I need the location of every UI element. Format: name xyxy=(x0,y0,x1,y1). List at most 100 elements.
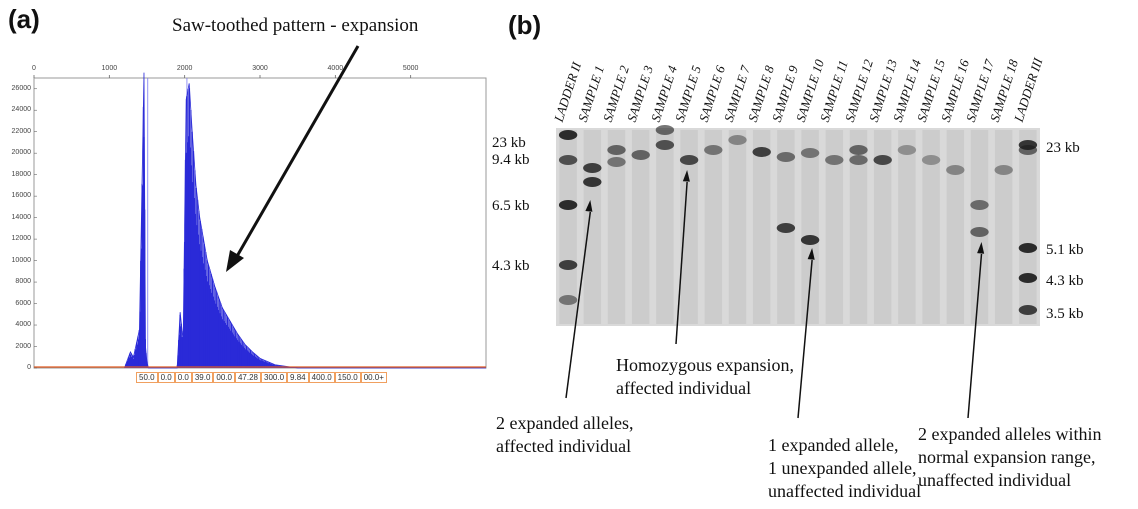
gel-band xyxy=(704,145,723,155)
gel-band xyxy=(849,145,868,155)
gel-lane xyxy=(873,130,892,324)
gel-band xyxy=(583,163,602,173)
gel-band xyxy=(655,140,675,150)
annotation-arrow xyxy=(675,181,688,345)
gel-lane xyxy=(1019,130,1037,324)
peak-label: 00.0+ xyxy=(360,372,387,383)
gel-lane xyxy=(656,130,674,324)
gel-band xyxy=(849,155,868,165)
peak-label: 400.0 xyxy=(308,372,335,383)
panel-a-letter: (a) xyxy=(8,4,40,34)
arrow-head xyxy=(585,200,593,212)
gel-lane xyxy=(825,130,844,324)
arrow-head xyxy=(226,250,244,272)
gel-band xyxy=(631,150,650,160)
gel-band xyxy=(1018,145,1038,155)
y-tick-label: 18000 xyxy=(11,170,31,178)
saw-tooth-annotation: Saw-toothed pattern - expansion xyxy=(172,15,419,36)
gel-band xyxy=(873,155,892,165)
peak-label: 50.0 xyxy=(136,372,158,383)
kb-right-23: 23 kb xyxy=(1046,140,1080,156)
annotation-arrow xyxy=(565,211,592,399)
y-tick-label: 26000 xyxy=(11,84,31,92)
y-tick-label: 12000 xyxy=(11,235,31,243)
y-tick-label: 10000 xyxy=(11,256,31,264)
gel-band xyxy=(800,148,820,158)
peak-label: 39.0 xyxy=(191,372,214,383)
gel-band xyxy=(825,155,844,165)
arrow-head xyxy=(682,170,690,182)
gel-lane xyxy=(728,130,747,324)
gel-lane xyxy=(994,130,1013,324)
gel-band xyxy=(776,152,796,162)
gel-band xyxy=(994,165,1013,175)
gel-band xyxy=(607,145,626,155)
y-tick-label: 8000 xyxy=(15,278,31,286)
y-tick-label: 4000 xyxy=(15,321,31,329)
gel-lane xyxy=(801,130,819,324)
gel-band xyxy=(558,155,578,165)
gel-band xyxy=(1018,305,1038,315)
peak-label: 300.0 xyxy=(261,372,288,383)
gel-lane xyxy=(559,130,577,324)
peak-label: 0.0 xyxy=(174,372,192,383)
kb-left-6-5: 6.5 kb xyxy=(492,198,530,214)
gel-band xyxy=(655,125,675,135)
gel-band xyxy=(946,165,965,175)
gel-band xyxy=(1018,273,1038,283)
panel-b-letter: (b) xyxy=(508,10,542,40)
x-tick-label: 5000 xyxy=(402,65,419,72)
chart-frame xyxy=(33,77,487,369)
gel-band xyxy=(558,200,578,210)
gel-band xyxy=(776,223,796,233)
peak-label: 150.0 xyxy=(334,372,361,383)
peak-label: 0.0 xyxy=(157,372,175,383)
gel-lane xyxy=(583,130,602,324)
annotation-normal-range-unaffected: 2 expanded alleles within normal expansi… xyxy=(918,424,1102,490)
gel-lane xyxy=(752,130,771,324)
annotation-arrow xyxy=(967,253,983,419)
kb-left-4-3: 4.3 kb xyxy=(492,258,530,274)
y-tick-label: 14000 xyxy=(11,213,31,221)
trace-envelope xyxy=(124,72,486,369)
x-tick-label: 1000 xyxy=(101,65,118,72)
gel-band xyxy=(607,157,626,167)
gel-band xyxy=(558,130,578,140)
gel-lane xyxy=(607,130,626,324)
gel-lane xyxy=(922,130,940,324)
peak-label: 47.28 xyxy=(234,372,262,383)
kb-right-3-5: 3.5 kb xyxy=(1046,306,1084,322)
gel-lane xyxy=(631,130,650,324)
gel-background xyxy=(556,128,1040,326)
x-tick-label: 2000 xyxy=(176,65,193,72)
gel-lane xyxy=(898,130,916,324)
gel-lane xyxy=(946,130,965,324)
peak-label: 00.0 xyxy=(213,372,235,383)
trace-series xyxy=(124,88,298,368)
gel-band xyxy=(679,155,699,165)
gel-lane xyxy=(849,130,868,324)
gel-band xyxy=(800,235,820,245)
kb-left-23: 23 kb xyxy=(492,135,526,151)
y-tick-label: 24000 xyxy=(11,106,31,114)
y-tick-label: 20000 xyxy=(11,149,31,157)
peak-label: 9.84 xyxy=(287,372,309,383)
gel-band xyxy=(558,295,578,305)
kb-right-4-3: 4.3 kb xyxy=(1046,273,1084,289)
y-tick-label: 16000 xyxy=(11,192,31,200)
gel-band xyxy=(558,260,578,270)
annotation-one-expanded-unaffected: 1 expanded allele, 1 unexpanded allele, … xyxy=(768,435,922,501)
gel-band xyxy=(970,227,989,237)
y-tick-label: 22000 xyxy=(11,127,31,135)
gel-band xyxy=(728,135,747,145)
gel-band xyxy=(1018,243,1038,253)
annotation-arrow xyxy=(234,45,360,259)
y-tick-label: 0 xyxy=(27,364,31,371)
y-tick-label: 6000 xyxy=(15,299,31,307)
arrow-head xyxy=(977,242,985,254)
gel-band xyxy=(583,177,602,187)
annotation-two-expanded-affected: 2 expanded alleles, affected individual xyxy=(496,413,634,456)
peak-labels-row: 50.0 0.0 0.0 39.0 00.0 47.28 300.0 9.84 400.0 150… xyxy=(136,372,387,383)
